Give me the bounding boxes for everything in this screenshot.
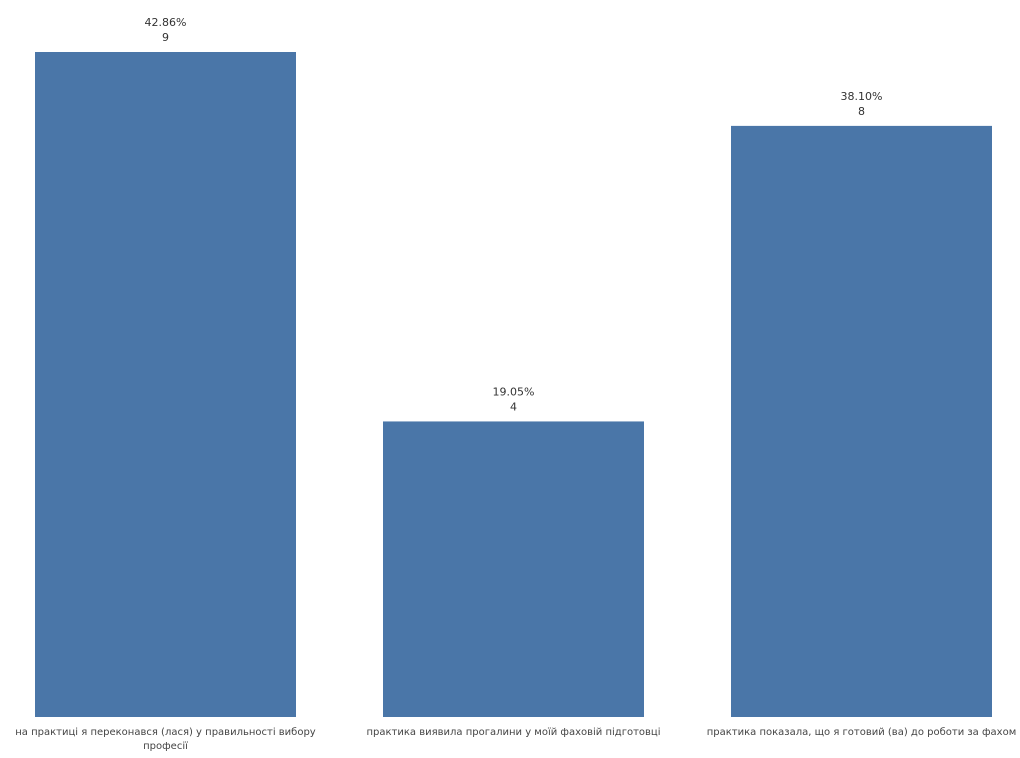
bar-count-label-2: 4: [510, 400, 517, 413]
bar-count-label-3: 8: [858, 105, 865, 118]
bar-1: [35, 52, 296, 717]
bar-percent-label-1: 42.86%: [145, 16, 187, 29]
bar-percent-label-2: 19.05%: [493, 385, 535, 398]
category-label-1: на практиці я переконався (лася) у прави…: [15, 727, 316, 752]
bar-3: [731, 125, 992, 717]
bar-percent-label-3: 38.10%: [841, 90, 883, 103]
bar-2: [383, 421, 644, 717]
category-label-2: практика виявила прогалини у моїй фахові…: [366, 727, 661, 738]
bar-count-label-1: 9: [162, 31, 169, 44]
category-label-3: практика показала, що я готовий (ва) до …: [706, 727, 1017, 738]
